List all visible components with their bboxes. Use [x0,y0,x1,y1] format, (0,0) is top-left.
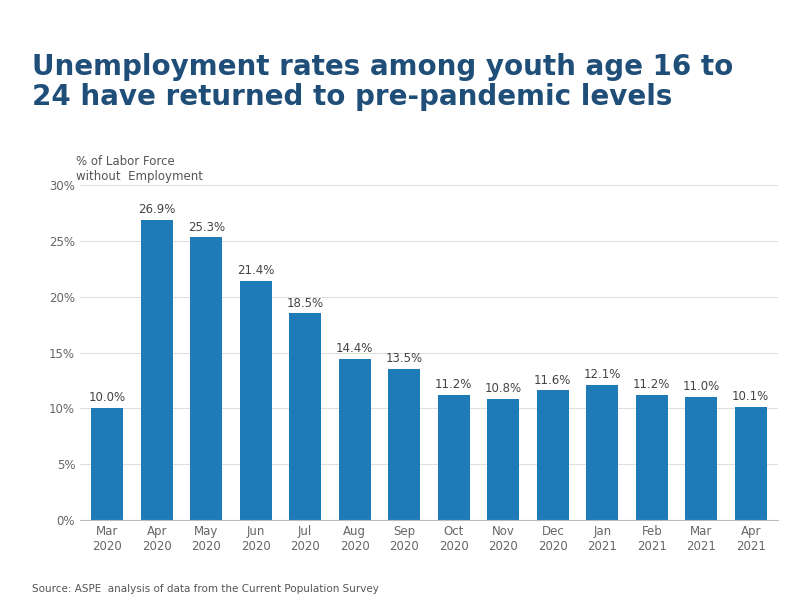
Text: 13.5%: 13.5% [386,352,423,365]
Text: 26.9%: 26.9% [138,203,175,216]
Bar [240,281,272,520]
Bar [586,385,618,520]
Bar [338,359,371,520]
Text: Source: ASPE  analysis of data from the Current Population Survey: Source: ASPE analysis of data from the C… [32,584,379,594]
Text: 11.2%: 11.2% [435,378,473,391]
Bar [438,395,470,520]
Text: % of Labor Force
without  Employment: % of Labor Force without Employment [76,155,203,183]
Text: 12.1%: 12.1% [583,368,621,381]
Bar [685,397,718,520]
Text: 14.4%: 14.4% [336,342,374,355]
Text: 18.5%: 18.5% [286,296,324,310]
Text: 10.0%: 10.0% [89,391,126,404]
Text: Unemployment rates among youth age 16 to: Unemployment rates among youth age 16 to [32,53,734,81]
Text: 11.0%: 11.0% [682,380,720,393]
Bar [734,407,767,520]
Text: 10.1%: 10.1% [732,391,770,403]
Bar [487,400,519,520]
Text: 11.6%: 11.6% [534,374,571,386]
Text: 24 have returned to pre-pandemic levels: 24 have returned to pre-pandemic levels [32,83,672,111]
Text: 1: 1 [769,10,780,28]
Bar [388,369,420,520]
Text: 10.8%: 10.8% [485,382,522,395]
Text: 21.4%: 21.4% [237,264,274,277]
Bar [190,238,222,520]
Text: 11.2%: 11.2% [633,378,670,391]
Bar [91,409,123,520]
Bar [289,313,322,520]
Bar [537,391,569,520]
Bar [141,220,173,520]
Text: 25.3%: 25.3% [188,221,225,233]
Bar [636,395,668,520]
